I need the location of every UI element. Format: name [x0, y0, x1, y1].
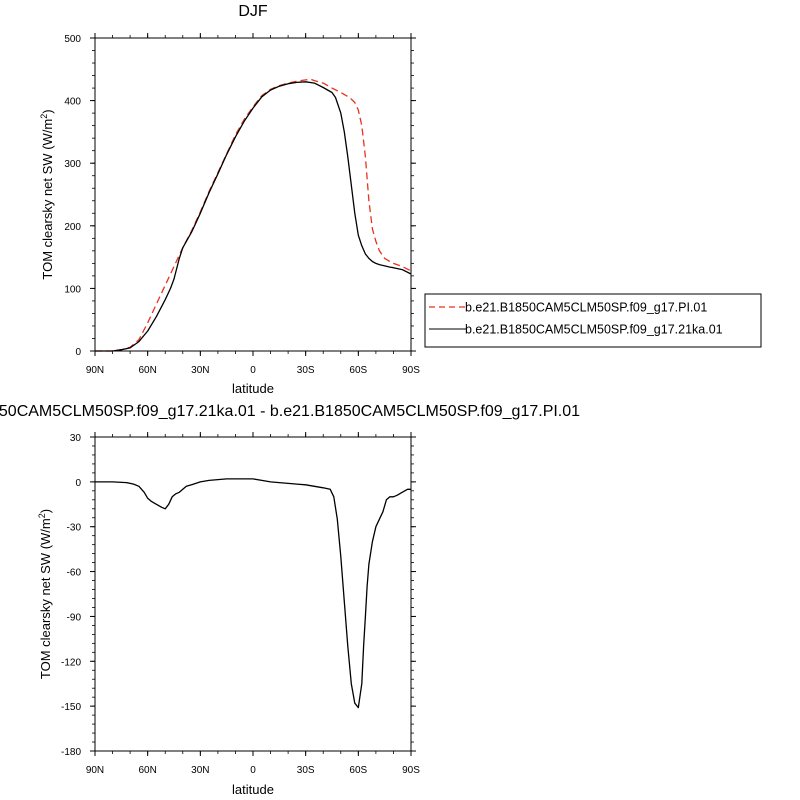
top-y-tick-label: 400	[64, 97, 81, 108]
top-plot-frame	[94, 37, 412, 352]
top-y-axis-label-tail: )	[40, 109, 55, 113]
bottom-y-tick-label: -120	[61, 657, 81, 668]
bottom-y-axis-label-sup: 2	[37, 513, 47, 518]
legend: b.e21.B1850CAM5CLM50SP.f09_g17.PI.01 b.e…	[424, 293, 762, 348]
bottom-y-axis-label-tail: )	[38, 509, 53, 513]
bottom-y-tick-label: 0	[75, 478, 81, 489]
bottom-x-axis-label: latitude	[232, 782, 274, 797]
bottom-y-tick-label: -180	[61, 747, 81, 758]
top-chart-panel: DJF 0 100 200 300 400 500 90N 60N 30N 0 30S 60S 90S…	[39, 3, 762, 396]
top-x-tick-label: 60N	[138, 365, 156, 376]
top-y-tick-label: 500	[64, 34, 81, 45]
top-x-axis: 90N 60N 30N 0 30S 60S 90S	[86, 33, 420, 376]
bottom-x-axis: 90N 60N 30N 0 30S 60S 90S	[86, 432, 420, 776]
top-series-group	[95, 78, 412, 352]
top-x-tick-label: 90S	[402, 365, 420, 376]
top-series-line-0	[95, 78, 412, 352]
bottom-y-tick-label: -30	[67, 523, 82, 534]
top-y-tick-label: 200	[64, 222, 81, 233]
bottom-x-tick-label: 0	[250, 765, 256, 776]
bottom-x-tick-label: 30N	[191, 765, 209, 776]
bottom-x-tick-label: 90S	[402, 765, 420, 776]
bottom-chart-title: b.e21.B1850CAM5CLM50SP.f09_g17.21ka.01 -…	[0, 403, 580, 420]
bottom-x-tick-label: 30S	[297, 765, 315, 776]
bottom-x-tick-label: 60S	[349, 765, 367, 776]
bottom-y-tick-label: -60	[67, 568, 82, 579]
top-y-tick-label: 100	[64, 284, 81, 295]
top-x-tick-label: 60S	[349, 365, 367, 376]
top-chart-title: DJF	[238, 3, 268, 20]
bottom-series-group	[95, 478, 411, 709]
top-series-line-1	[95, 81, 412, 352]
bottom-series-line-0	[95, 478, 411, 709]
top-y-axis: 0 100 200 300 400 500	[64, 34, 416, 358]
bottom-y-tick-label: -150	[61, 702, 81, 713]
bottom-y-tick-label: 30	[70, 433, 82, 444]
bottom-x-tick-label: 60N	[138, 765, 156, 776]
top-x-tick-label: 30S	[297, 365, 315, 376]
top-x-tick-label: 0	[250, 365, 256, 376]
bottom-y-axis: -180 -150 -120 -90 -60 -30 0 30	[61, 433, 416, 758]
legend-label-pi: b.e21.B1850CAM5CLM50SP.f09_g17.PI.01	[465, 301, 707, 315]
legend-box	[424, 293, 762, 348]
bottom-y-axis-label: TOM clearsky net SW (W/m2)	[37, 509, 53, 679]
legend-label-21ka: b.e21.B1850CAM5CLM50SP.f09_g17.21ka.01	[465, 323, 723, 337]
bottom-x-tick-label: 90N	[86, 765, 104, 776]
top-y-tick-label: 0	[75, 347, 81, 358]
top-x-axis-label: latitude	[232, 381, 274, 396]
top-y-axis-label: TOM clearsky net SW (W/m2)	[39, 109, 55, 279]
top-y-tick-label: 300	[64, 159, 81, 170]
top-y-axis-label-sup: 2	[39, 114, 49, 119]
bottom-y-tick-label: -90	[67, 612, 82, 623]
bottom-chart-panel: b.e21.B1850CAM5CLM50SP.f09_g17.21ka.01 -…	[0, 403, 580, 797]
top-x-tick-label: 30N	[191, 365, 209, 376]
top-x-tick-label: 90N	[86, 365, 104, 376]
bottom-plot-frame	[94, 436, 412, 752]
top-y-axis-label-main: TOM clearsky net SW (W/m	[40, 119, 55, 280]
bottom-y-axis-label-main: TOM clearsky net SW (W/m	[38, 518, 53, 679]
